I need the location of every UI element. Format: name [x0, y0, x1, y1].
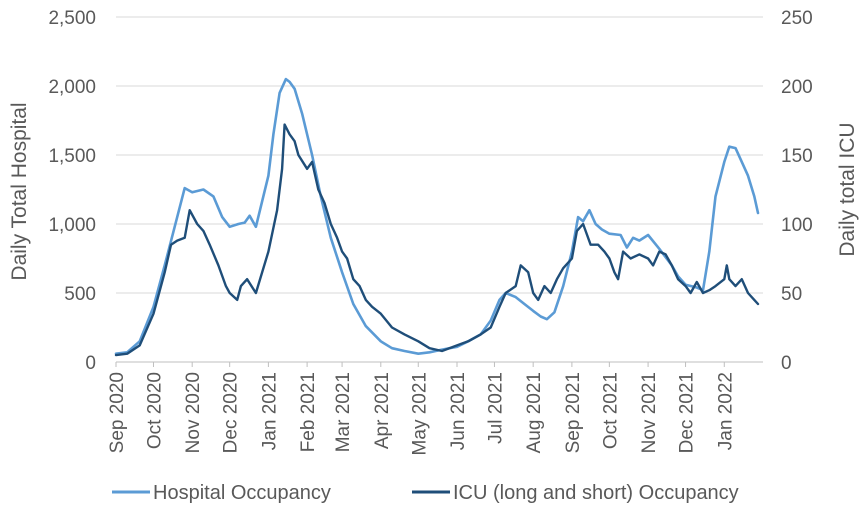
gridlines — [116, 16, 763, 294]
y-left-tick-label: 1,000 — [48, 215, 96, 236]
x-tick-label: Sep 2020 — [107, 372, 128, 453]
x-tick-label: May 2021 — [409, 372, 430, 455]
y-left-tick-label: 2,000 — [48, 77, 96, 98]
x-tick-label: Jul 2021 — [485, 372, 506, 444]
x-tick-label: Dec 2020 — [221, 372, 242, 453]
y-left-tick-label: 500 — [64, 284, 96, 305]
y-left-axis-title: Daily Total Hospital — [8, 102, 31, 280]
y-right-tick-label: 50 — [781, 284, 802, 305]
y-left-tick-label: 1,500 — [48, 146, 96, 167]
legend-label: Hospital Occupancy — [153, 482, 331, 504]
x-tick-label: Dec 2021 — [677, 372, 698, 453]
y-right-tick-label: 200 — [781, 77, 813, 98]
legend: Hospital Occupancy ICU (long and short) O… — [112, 482, 739, 504]
x-tick-label: Oct 2020 — [144, 372, 165, 449]
axes: 0 0 500 50 1,000 100 1,500 150 2,000 200 2,500 250 S… — [8, 8, 859, 455]
x-tick-label: Aug 2021 — [524, 372, 545, 453]
y-right-tick-label: 250 — [781, 8, 813, 29]
legend-label: ICU (long and short) Occupancy — [453, 482, 739, 504]
y-right-tick-label: 100 — [781, 215, 813, 236]
y-right-axis-title: Daily total ICU — [836, 122, 859, 256]
series-lines — [114, 77, 760, 357]
x-tick-label: Feb 2021 — [298, 372, 319, 452]
x-tick-label: Sep 2021 — [563, 372, 584, 453]
y-left-tick-label: 2,500 — [48, 8, 96, 29]
series-line-icu — [114, 123, 760, 357]
y-left-tick-label: 0 — [85, 353, 96, 374]
y-right-tick-label: 0 — [781, 353, 792, 374]
x-tick-label: Nov 2021 — [639, 372, 660, 453]
x-tick-label: Jan 2022 — [715, 372, 736, 450]
y-right-tick-label: 150 — [781, 146, 813, 167]
x-tick-label: Mar 2021 — [333, 372, 354, 452]
series-line-hospital — [114, 77, 760, 356]
x-tick-label: Oct 2021 — [600, 372, 621, 449]
x-tick-label: Jan 2021 — [259, 372, 280, 450]
x-tick-label: Apr 2021 — [372, 372, 393, 449]
x-tick-label: Nov 2020 — [183, 372, 204, 453]
x-tick-label: Jun 2021 — [448, 372, 469, 450]
